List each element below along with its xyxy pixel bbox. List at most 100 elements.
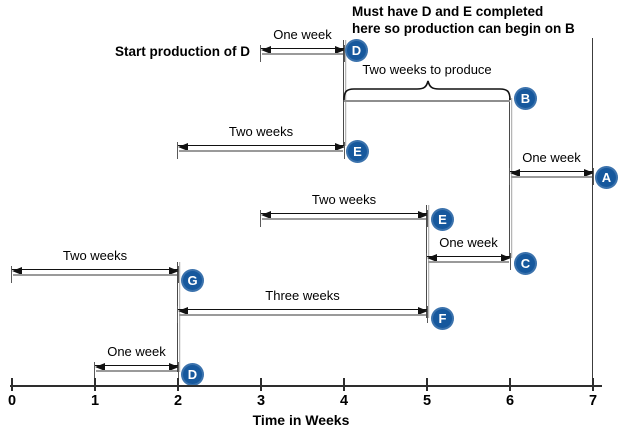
axis-tick-label: 0: [7, 393, 17, 409]
arrowhead-left-icon: [509, 168, 520, 177]
arrow-line: [177, 306, 428, 315]
arrow-line: [260, 45, 345, 54]
axis-tick-label: 1: [90, 393, 100, 409]
item-node-e-lower: E: [431, 208, 454, 231]
axis-tick-3: [260, 378, 262, 391]
arrow-end-tick: [426, 306, 428, 323]
item-node-e-upper: E: [346, 140, 369, 163]
lead-time-arrow-f: Three weeks: [177, 287, 428, 327]
brace-label: Two weeks to produce: [362, 62, 492, 77]
arrowhead-left-icon: [177, 306, 188, 315]
arrowhead-right-icon: [500, 253, 511, 262]
axis-tick-label: 2: [173, 393, 183, 409]
arrow-end-tick: [177, 362, 179, 379]
arrow-end-tick: [509, 168, 511, 185]
arrowhead-left-icon: [260, 45, 271, 54]
item-node-g: G: [181, 269, 204, 292]
axis-tick-7: [592, 378, 594, 391]
arrow-label: One week: [522, 150, 581, 165]
item-node-c: C: [514, 252, 537, 275]
curly-brace-icon: [343, 80, 511, 101]
lead-time-arrow-e-upper: Two weeks: [177, 123, 345, 163]
arrow-label: Two weeks: [62, 248, 128, 263]
item-node-f: F: [431, 307, 454, 330]
arrow-shadow: [13, 274, 177, 276]
item-node-d-bottom: D: [181, 363, 204, 386]
arrow-end-tick: [343, 142, 345, 159]
arrowhead-right-icon: [417, 306, 428, 315]
arrowhead-left-icon: [177, 142, 188, 151]
connector-week-4: [343, 40, 344, 146]
arrow-end-tick: [260, 45, 262, 62]
annotation-note: Must have D and E completed here so prod…: [352, 3, 575, 37]
time-axis-line: [10, 385, 602, 387]
lead-time-arrow-c: One week: [426, 234, 511, 274]
axis-tick-label: 4: [339, 393, 349, 409]
brace-shadow-line: [344, 100, 510, 102]
axis-title: Time in Weeks: [252, 412, 350, 428]
arrowhead-left-icon: [426, 253, 437, 262]
connector-week-7: [592, 38, 593, 387]
arrow-shadow: [428, 261, 509, 263]
arrow-end-tick: [177, 266, 179, 283]
arrowhead-left-icon: [260, 210, 271, 219]
annotation-line-1: Must have D and E completed: [352, 4, 544, 19]
item-node-a: A: [595, 166, 618, 189]
lead-time-arrow-d-bottom: One week: [94, 343, 179, 383]
item-node-d-top: D: [345, 39, 368, 62]
arrow-label: Two weeks: [228, 124, 294, 139]
arrow-end-tick: [426, 210, 428, 227]
arrowhead-left-icon: [11, 266, 22, 275]
arrow-shadow: [179, 150, 343, 152]
arrowhead-left-icon: [94, 362, 105, 371]
arrow-end-tick: [343, 45, 345, 62]
lead-time-arrow-e-lower: Two weeks: [260, 191, 428, 231]
axis-tick-5: [426, 378, 428, 391]
arrow-line: [260, 210, 428, 219]
axis-tick-6: [509, 378, 511, 391]
arrow-end-tick: [592, 168, 594, 185]
arrow-end-tick: [260, 210, 262, 227]
axis-tick-0: [11, 378, 13, 391]
arrowhead-right-icon: [168, 362, 179, 371]
axis-tick-4: [343, 378, 345, 391]
arrowhead-right-icon: [334, 45, 345, 54]
axis-tick-label: 5: [422, 393, 432, 409]
arrow-label: Two weeks: [311, 192, 377, 207]
arrowhead-right-icon: [334, 142, 345, 151]
start-production-label: Start production of D: [115, 44, 250, 59]
arrow-end-tick: [94, 362, 96, 379]
arrow-line: [426, 253, 511, 262]
arrow-shadow: [179, 314, 426, 316]
lead-time-arrow-d-top: One week: [260, 26, 345, 66]
arrow-shadow: [96, 370, 177, 372]
lead-time-arrow-a: One week: [509, 149, 594, 189]
arrow-label: One week: [439, 235, 498, 250]
arrow-end-tick: [177, 306, 179, 323]
arrow-line: [11, 266, 179, 275]
axis-tick-label: 6: [505, 393, 515, 409]
arrowhead-right-icon: [583, 168, 594, 177]
arrow-end-tick: [509, 253, 511, 270]
arrow-end-tick: [11, 266, 13, 283]
arrow-label: One week: [107, 344, 166, 359]
arrow-label: One week: [273, 27, 332, 42]
arrowhead-right-icon: [168, 266, 179, 275]
annotation-line-2: here so production can begin on B: [352, 21, 575, 36]
arrow-line: [509, 168, 594, 177]
arrowhead-right-icon: [417, 210, 428, 219]
arrow-shadow: [262, 53, 343, 55]
arrow-shadow: [262, 218, 426, 220]
axis-tick-label: 3: [256, 393, 266, 409]
arrow-label: Three weeks: [265, 288, 340, 303]
arrow-end-tick: [426, 253, 428, 270]
arrow-end-tick: [177, 142, 179, 159]
item-node-b: B: [514, 87, 537, 110]
arrow-line: [94, 362, 179, 371]
axis-tick-label: 7: [588, 393, 598, 409]
axis-tick-1: [94, 378, 96, 391]
lead-time-arrow-g: Two weeks: [11, 247, 179, 287]
arrow-line: [177, 142, 345, 151]
axis-tick-2: [177, 378, 179, 391]
